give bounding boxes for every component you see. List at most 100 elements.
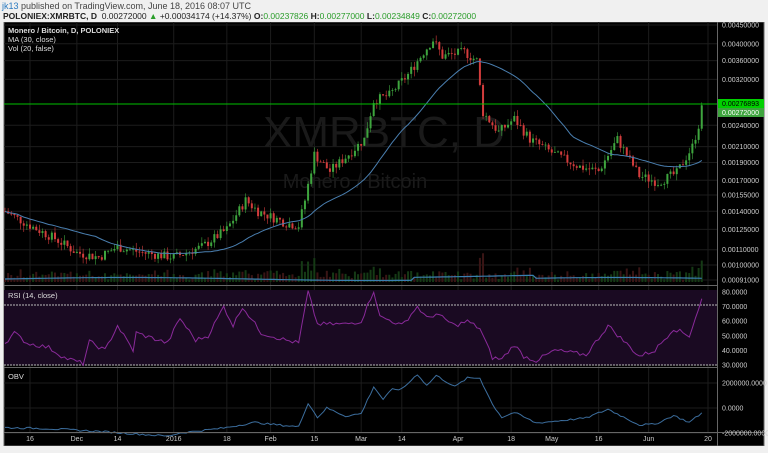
candle-body [119, 244, 122, 252]
volume-bar [588, 278, 591, 282]
candle-body [147, 252, 150, 254]
candle-body [435, 41, 438, 43]
volume-bar [222, 276, 225, 282]
volume-bar [238, 271, 241, 282]
candle-body [113, 249, 116, 251]
candle-body [310, 173, 313, 184]
volume-bar [185, 277, 188, 282]
volume-bar [285, 276, 288, 282]
candle-body [291, 223, 294, 229]
candle-body [116, 244, 119, 250]
volume-bar [675, 272, 678, 282]
volume-bar [200, 272, 203, 282]
candle-body [485, 115, 488, 117]
time-axis[interactable]: 16 Dec 14 2016 18 Feb 15 Mar 14 Apr 18 May 16 Jun 20 [26, 436, 712, 443]
rsi-tick-label: 30.0000 [722, 363, 747, 370]
candle-body [160, 253, 163, 259]
author-link[interactable]: jk13 [2, 1, 19, 11]
candle-body [363, 137, 366, 146]
volume-bar [269, 270, 272, 282]
candle-body [357, 143, 360, 151]
volume-bar [288, 274, 291, 282]
legend-ma[interactable]: MA (30, close) [8, 35, 56, 44]
volume-bar [319, 276, 322, 282]
volume-bar [360, 273, 363, 282]
candle-body [622, 147, 625, 149]
candle-body [616, 136, 619, 144]
candle-body [82, 253, 85, 258]
candle-body [700, 105, 703, 129]
candle-body [688, 153, 691, 161]
volume-bar [122, 276, 125, 282]
pane-divider[interactable] [4, 285, 717, 286]
candle-body [419, 57, 422, 62]
candle-body [666, 173, 669, 184]
price-tick-label: 0.00240000 [722, 123, 759, 130]
volume-bar [594, 277, 597, 282]
candle-body [575, 166, 578, 168]
close-label: C: [422, 11, 432, 21]
volume-bar [257, 273, 260, 282]
candle-body [300, 209, 303, 228]
candle-body [353, 150, 356, 157]
volume-bar [400, 277, 403, 282]
candle-body [138, 251, 141, 253]
candle-body [260, 211, 263, 217]
volume-bar [191, 278, 194, 282]
time-tick-label: 2016 [166, 436, 182, 443]
volume-bar [260, 274, 263, 282]
time-tick-label: 16 [595, 436, 603, 443]
volume-bar [560, 275, 563, 282]
candle-body [513, 115, 516, 122]
candle-body [282, 219, 285, 227]
price-tick-label: 0.00320000 [722, 77, 759, 84]
chart-canvas[interactable]: XMRBTC, D Monero / Bitcoin 0.004500000.0… [0, 22, 768, 446]
publish-info: jk13 published on TradingView.com, June … [2, 1, 251, 11]
legend-title: Monero / Bitcoin, D, POLONIEX [8, 26, 119, 35]
volume-bar [472, 278, 475, 282]
candle-body [544, 144, 547, 146]
legend-vol[interactable]: Vol (20, false) [8, 44, 54, 53]
legend-obv[interactable]: OBV [8, 372, 24, 381]
candle-body [150, 252, 153, 255]
candle-body [257, 207, 260, 217]
volume-bar [632, 270, 635, 282]
close-value: 0.00272000 [431, 11, 477, 21]
candle-body [385, 95, 388, 97]
open-label: O: [253, 11, 264, 21]
candle-body [635, 165, 638, 167]
candle-body [619, 136, 622, 148]
candle-body [316, 151, 319, 162]
pane-divider[interactable] [4, 367, 717, 368]
volume-bar [625, 268, 628, 282]
volume-bar [325, 270, 328, 282]
candle-body [463, 48, 466, 50]
volume-bar [469, 273, 472, 282]
candle-body [653, 180, 656, 186]
legend-rsi[interactable]: RSI (14, close) [8, 291, 58, 300]
candle-body [535, 138, 538, 140]
candle-body [497, 130, 500, 132]
candle-body [225, 226, 228, 232]
candle-body [263, 211, 266, 215]
time-tick-label: 18 [507, 436, 515, 443]
price-axis[interactable]: 0.00450000 0.00400000 0.00360000 0.00320000… [722, 23, 768, 438]
candle-body [397, 80, 400, 90]
candle-body [675, 168, 678, 175]
obv-tick-label: 2000000.0000 [722, 381, 767, 388]
volume-bar [35, 271, 38, 282]
last-price-label: 0.00272000 [722, 110, 759, 117]
volume-bar [447, 275, 450, 282]
last-price-label-bg [718, 108, 764, 117]
volume-bar [166, 269, 169, 282]
volume-bar [475, 274, 478, 282]
candle-body [222, 229, 225, 232]
volume-bar [694, 275, 697, 282]
candle-body [607, 155, 610, 161]
candle-body [250, 203, 253, 209]
volume-bar [378, 268, 381, 282]
price-tick-label: 0.00091000 [722, 278, 759, 285]
volume-bar [635, 274, 638, 282]
volume-bar [513, 271, 516, 282]
candle-body [344, 158, 347, 164]
